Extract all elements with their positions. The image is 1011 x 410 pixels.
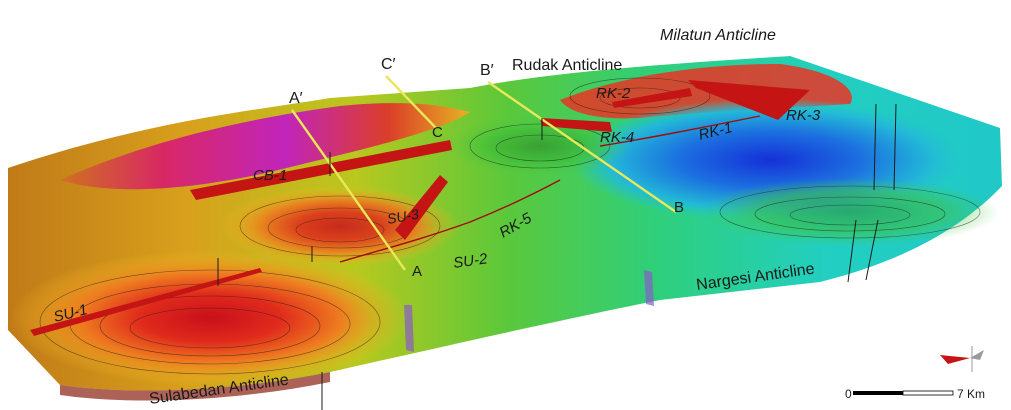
label-c: C [432, 124, 443, 141]
scale-bar [853, 390, 954, 396]
label-su2: SU-2 [452, 250, 489, 272]
label-rk4: RK-4 [600, 129, 634, 146]
label-su1: SU-1 [52, 301, 89, 326]
fault-plane-su3 [395, 175, 448, 240]
label-b-prime: B′ [480, 62, 494, 79]
section-lines [291, 75, 677, 271]
fault-plane-su1 [30, 268, 262, 336]
section-line-bb [487, 81, 677, 213]
label-cb1: CB-1 [253, 167, 287, 184]
label-rk3: RK-3 [786, 107, 821, 124]
central-dome [220, 186, 460, 266]
label-rk1: RK-1 [697, 119, 734, 144]
section-line-aa [291, 109, 406, 271]
section-pegs [404, 270, 654, 352]
section-line-cc [385, 75, 437, 129]
wells [217, 103, 897, 410]
fault-plane-rk3 [688, 80, 810, 120]
label-sulabedan-anticline: Sulabedan Anticline [148, 372, 290, 408]
label-b: B [674, 199, 684, 216]
label-a-prime: A′ [289, 90, 303, 107]
label-rudak-anticline: Rudak Anticline [512, 57, 622, 74]
label-nargesi-anticline: Nargesi Anticline [695, 261, 815, 294]
nargesi-hill [700, 178, 1000, 246]
front-edge [60, 372, 330, 401]
north-arrow-icon [940, 346, 984, 372]
fault-plane-rk2 [612, 88, 692, 108]
scale-bar-start: 0 [845, 387, 852, 401]
label-milatun-anticline: Milatun Anticline [660, 27, 776, 44]
back-ridge [60, 103, 470, 190]
fault-plane-rk4 [540, 118, 612, 132]
fault-plane-cb1 [190, 140, 452, 200]
fault-planes [30, 80, 810, 336]
label-rk5: RK-5 [497, 209, 536, 241]
scale-bar-end: 7 Km [957, 387, 985, 401]
fault-traces [339, 115, 761, 263]
label-su3: SU-3 [386, 206, 420, 227]
rudak-hill [450, 116, 630, 176]
label-a: A [412, 263, 422, 280]
label-c-prime: C′ [381, 56, 396, 73]
label-rk2: RK-2 [596, 85, 631, 102]
